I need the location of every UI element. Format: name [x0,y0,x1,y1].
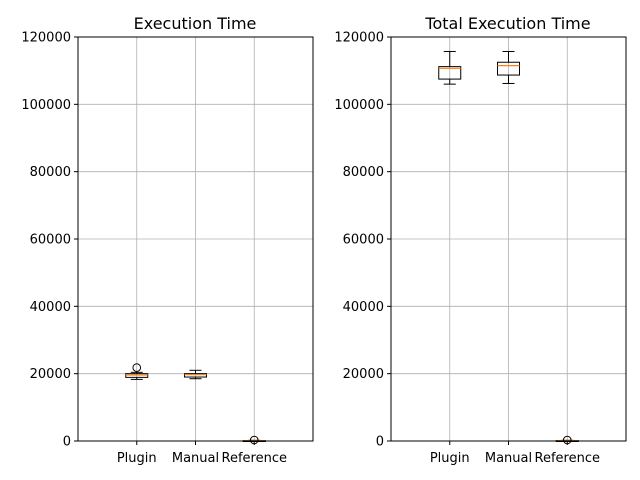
y-tick-label: 40000 [343,300,384,315]
y-tick-label: 100000 [21,98,71,113]
y-tick-label: 40000 [30,300,71,315]
x-tick-label: Reference [535,451,600,466]
y-tick-label: 0 [63,435,71,450]
x-tick-label: Plugin [117,451,157,466]
y-tick-label: 60000 [30,233,71,248]
x-tick-label: Reference [222,451,287,466]
box-plugin [125,363,149,380]
y-tick-label: 120000 [334,31,384,46]
panel-title: Execution Time [134,14,257,33]
x-tick-label: Plugin [430,451,470,466]
box-body [184,373,207,378]
y-tick-label: 80000 [30,165,71,180]
box-manual [184,369,207,380]
total-execution-time-panel: Total Execution Time 0 20000 40000 60000 800… [334,14,627,466]
box-plugin [438,50,462,85]
execution-time-panel: Execution Time 0 20000 40000 60000 80000 1000… [21,14,314,466]
outlier-point [132,363,142,372]
y-tick-label: 100000 [334,98,384,113]
y-tick-label: 20000 [343,367,384,382]
box-body [438,66,462,80]
box-manual [497,50,520,84]
x-tick-label: Manual [485,451,532,466]
y-tick-label: 20000 [30,367,71,382]
y-tick-label: 60000 [343,233,384,248]
box-body [497,61,520,76]
y-tick-label: 0 [376,435,384,450]
y-tick-label: 120000 [21,31,71,46]
panel-title: Total Execution Time [424,14,590,33]
y-tick-label: 80000 [343,165,384,180]
x-tick-label: Manual [172,451,219,466]
